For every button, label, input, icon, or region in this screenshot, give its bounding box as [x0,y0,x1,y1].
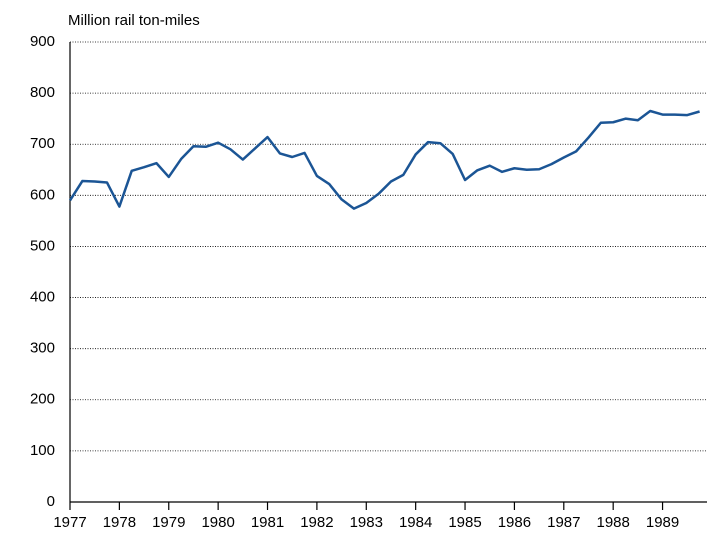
x-tick-label: 1987 [547,514,580,531]
x-tick-label: 1984 [399,514,432,531]
y-tick-label: 0 [47,493,55,510]
x-tick-label: 1983 [350,514,383,531]
x-tick-label: 1988 [596,514,629,531]
y-tick-label: 400 [30,289,55,306]
x-tick-label: 1985 [448,514,481,531]
x-tick-label: 1981 [251,514,284,531]
y-tick-label: 900 [30,33,55,50]
y-tick-label: 600 [30,186,55,203]
y-tick-label: 500 [30,237,55,254]
x-tick-label: 1982 [300,514,333,531]
y-tick-label: 800 [30,84,55,101]
data-line [68,109,700,210]
x-tick-label: 1978 [103,514,136,531]
x-tick-label: 1977 [53,514,86,531]
y-axis-title: Million rail ton-miles [68,12,200,29]
x-tick-label: 1979 [152,514,185,531]
y-tick-label: 700 [30,135,55,152]
y-tick-label: 200 [30,391,55,408]
x-tick-label: 1980 [201,514,234,531]
y-tick-label: 300 [30,340,55,357]
y-tick-label: 100 [30,442,55,459]
x-tick-label: 1986 [498,514,531,531]
x-tick-label: 1989 [646,514,679,531]
